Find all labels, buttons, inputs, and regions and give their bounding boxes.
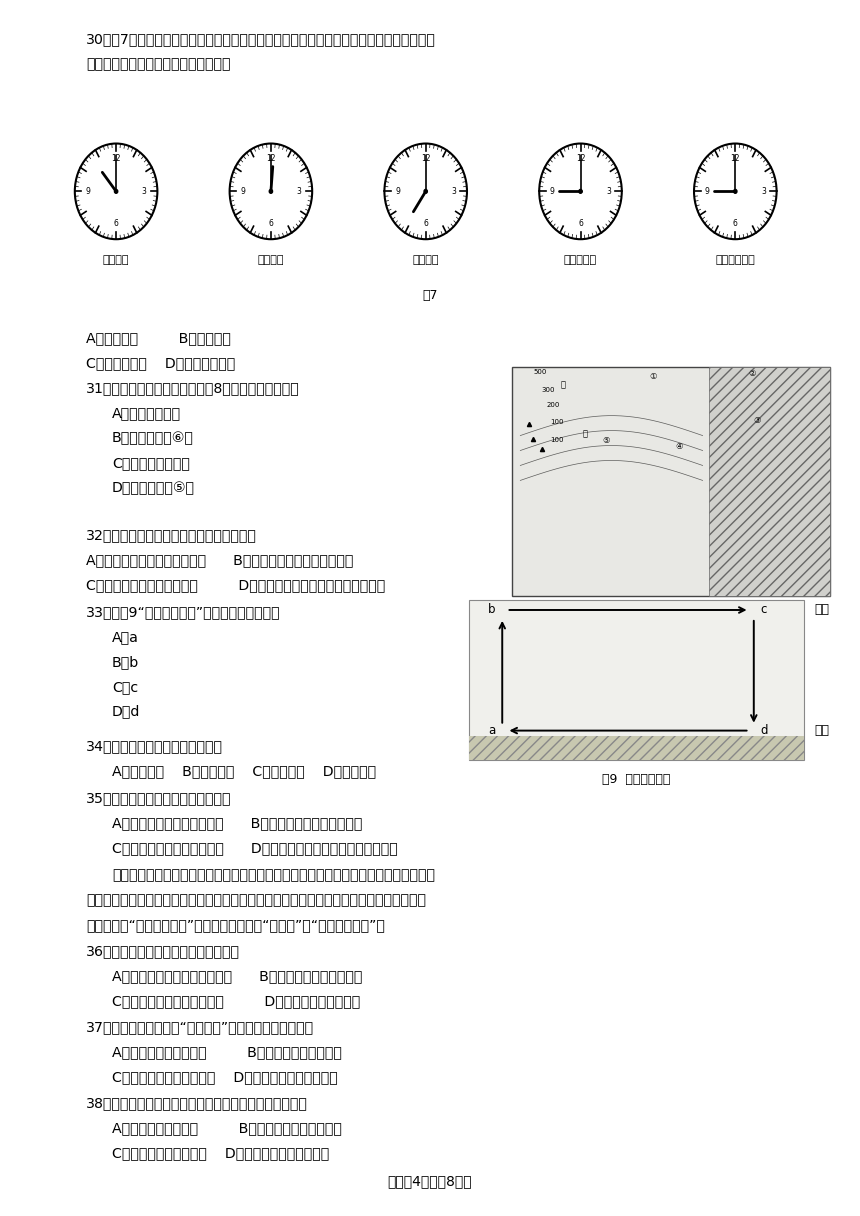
- Text: c: c: [761, 603, 767, 617]
- Text: 图9  热力环流示意: 图9 热力环流示意: [602, 773, 671, 787]
- Text: 6: 6: [423, 219, 428, 229]
- Text: C．净化水中污染物的功能    D．维持生物多样性的功能: C．净化水中污染物的功能 D．维持生物多样性的功能: [112, 1070, 337, 1085]
- Text: 9: 9: [396, 187, 400, 196]
- Text: A．提供农副产品的功能         B．美化优化环境的功能: A．提供农副产品的功能 B．美化优化环境的功能: [112, 1046, 341, 1059]
- Text: 6: 6: [733, 219, 738, 229]
- Text: C．修建堡坡、疏通河道    D．改善气候、发展畜牧业: C．修建堡坡、疏通河道 D．改善气候、发展畜牧业: [112, 1147, 329, 1160]
- Text: A．甲地发展渔业: A．甲地发展渔业: [112, 406, 181, 421]
- Circle shape: [579, 190, 582, 193]
- Text: 300: 300: [542, 387, 556, 393]
- Text: 12: 12: [266, 154, 276, 163]
- Circle shape: [734, 190, 737, 193]
- Text: 6: 6: [268, 219, 273, 229]
- Text: A．建设和完善航运网         B．保护环境、发展旅游业: A．建设和完善航运网 B．保护环境、发展旅游业: [112, 1121, 341, 1136]
- Text: d: d: [761, 724, 768, 737]
- Text: A．每个国家都享有发展的权利      B．国际合作共同治理大气污染: A．每个国家都享有发展的权利 B．国际合作共同治理大气污染: [86, 553, 353, 567]
- Text: 盛赞楼兰是“沙漠中的宝地”、历史遗赐下来的“博物馆”、“东方的庞贝城”。: 盛赞楼兰是“沙漠中的宝地”、历史遗赐下来的“博物馆”、“东方的庞贝城”。: [86, 918, 385, 931]
- Text: A．干旱地区不能进行经济建设      B．控制人口是治沙的关键: A．干旱地区不能进行经济建设 B．控制人口是治沙的关键: [112, 969, 362, 983]
- Circle shape: [269, 190, 273, 193]
- Text: b: b: [488, 603, 495, 617]
- Text: 35．关于区域特征的叙述，正确的是: 35．关于区域特征的叙述，正确的是: [86, 792, 231, 805]
- Text: 地理第4页（共8页）: 地理第4页（共8页）: [388, 1175, 472, 1188]
- Text: C．莫斯科时间    D．格林尼治时间: C．莫斯科时间 D．格林尼治时间: [86, 356, 236, 370]
- Text: 地面: 地面: [814, 724, 829, 737]
- Text: A．区域间的界线都是明确的      B．区域内部有明显的差异性: A．区域间的界线都是明确的 B．区域内部有明显的差异性: [112, 816, 362, 831]
- Text: 500: 500: [533, 368, 547, 375]
- Text: 9: 9: [705, 187, 709, 196]
- Bar: [512, 367, 830, 596]
- Text: 32．下列符合可持续发展理论公平观念的是: 32．下列符合可持续发展理论公平观念的是: [86, 528, 257, 542]
- Text: 图7: 图7: [422, 289, 438, 302]
- Text: A．东京时间         B．纽约时间: A．东京时间 B．纽约时间: [86, 331, 230, 345]
- Text: 30．图7表示某宾馆墙上的五座时钟，依次为东八区、东九区、西五区、东二区、零时区，: 30．图7表示某宾馆墙上的五座时钟，依次为东八区、东九区、西五区、东二区、零时区…: [86, 32, 436, 46]
- Text: 甲: 甲: [561, 381, 566, 389]
- Text: 100: 100: [550, 418, 564, 424]
- Text: ③: ③: [753, 416, 760, 426]
- Text: 31．读我国东部沿海某地示意图8，下列选址正确的是: 31．读我国东部沿海某地示意图8，下列选址正确的是: [86, 381, 300, 395]
- Circle shape: [114, 190, 118, 193]
- Text: 格林尼治时间: 格林尼治时间: [716, 255, 755, 265]
- Text: 中的。在楼兰古城地区发掘的文物，其价値之大震惊世界，其数量之丰难以数计。中外学者: 中的。在楼兰古城地区发掘的文物，其价値之大震惊世界，其数量之丰难以数计。中外学者: [86, 893, 426, 907]
- Text: 东京时间: 东京时间: [258, 255, 284, 265]
- Text: 莫斯科时间: 莫斯科时间: [564, 255, 597, 265]
- Bar: [469, 599, 804, 760]
- Text: 北京时间: 北京时间: [103, 255, 129, 265]
- Text: a: a: [488, 724, 495, 737]
- Text: 3: 3: [142, 187, 146, 196]
- Text: ⑤: ⑤: [603, 437, 610, 445]
- Text: D．d: D．d: [112, 705, 140, 719]
- Text: 根据北京时间其它各时钟时针错误的是: 根据北京时间其它各时钟时针错误的是: [86, 57, 230, 71]
- Text: ①: ①: [650, 372, 657, 382]
- Text: 3: 3: [761, 187, 765, 196]
- Text: 纽约时间: 纽约时间: [413, 255, 439, 265]
- Text: A．行政区域    B．文化区域    C．植被区域    D．气候区域: A．行政区域 B．文化区域 C．植被区域 D．气候区域: [112, 765, 376, 778]
- Text: 6: 6: [114, 219, 119, 229]
- Text: 12: 12: [730, 154, 740, 163]
- Text: C．合理开发和利用自然资源         D．当代人与子孙后代共享资源和环境: C．合理开发和利用自然资源 D．当代人与子孙后代共享资源和环境: [86, 578, 385, 592]
- Text: 9: 9: [86, 187, 90, 196]
- Circle shape: [424, 190, 427, 193]
- Text: ②: ②: [749, 370, 756, 378]
- Text: 12: 12: [111, 154, 121, 163]
- Text: 12: 12: [575, 154, 586, 163]
- Text: A．a: A．a: [112, 630, 138, 644]
- Text: 3: 3: [297, 187, 301, 196]
- Text: 37．湿地之所以被称为“地球之肾”，主要是因为湿地具有: 37．湿地之所以被称为“地球之肾”，主要是因为湿地具有: [86, 1020, 314, 1035]
- Text: C．c: C．c: [112, 680, 138, 694]
- Text: D．疗养院建在⑤处: D．疗养院建在⑤处: [112, 482, 195, 495]
- Text: 6: 6: [578, 219, 583, 229]
- Text: 33．在图9“热力环流示意”中，气压最低的点是: 33．在图9“热力环流示意”中，气压最低的点是: [86, 606, 280, 619]
- Text: 乙: 乙: [582, 429, 587, 438]
- Text: 9: 9: [241, 187, 245, 196]
- Text: 9: 9: [550, 187, 555, 196]
- Text: 36．消失的楼兰古城带给我们的启示是: 36．消失的楼兰古城带给我们的启示是: [86, 944, 240, 958]
- Text: 38．美国为控制田纳西河流域洪水灾害采取的有效措施是: 38．美国为控制田纳西河流域洪水灾害采取的有效措施是: [86, 1097, 308, 1110]
- Text: C．区域间相互割裂孤立发展      D．区域具有一定的优势、特色和功能: C．区域间相互割裂孤立发展 D．区域具有一定的优势、特色和功能: [112, 841, 397, 855]
- Text: 图8: 图8: [663, 610, 679, 624]
- Text: B．制碱厂建在⑥处: B．制碱厂建在⑥处: [112, 432, 194, 445]
- Text: 12: 12: [421, 154, 431, 163]
- Text: 200: 200: [546, 401, 560, 407]
- Text: 高空: 高空: [814, 603, 829, 617]
- Text: B．b: B．b: [112, 655, 139, 669]
- Text: C．干旱地区不应有人类居住         D．土地荒漠化危害巨大: C．干旱地区不应有人类居住 D．土地荒漠化危害巨大: [112, 993, 360, 1008]
- Text: ④: ④: [676, 443, 683, 451]
- Text: 楼兰古城是由于自然和人为等多方面原因，导致河流改道、风沙侵袭而被掩埋于大漠之: 楼兰古城是由于自然和人为等多方面原因，导致河流改道、风沙侵袭而被掩埋于大漠之: [112, 868, 435, 882]
- Bar: [469, 736, 804, 760]
- Bar: [709, 367, 830, 596]
- Text: C．乙地发展林果业: C．乙地发展林果业: [112, 456, 190, 471]
- Text: 3: 3: [606, 187, 611, 196]
- Text: 34．下列区域中，有明显界线的是: 34．下列区域中，有明显界线的是: [86, 739, 223, 754]
- Text: 100: 100: [550, 437, 564, 443]
- Text: 3: 3: [452, 187, 456, 196]
